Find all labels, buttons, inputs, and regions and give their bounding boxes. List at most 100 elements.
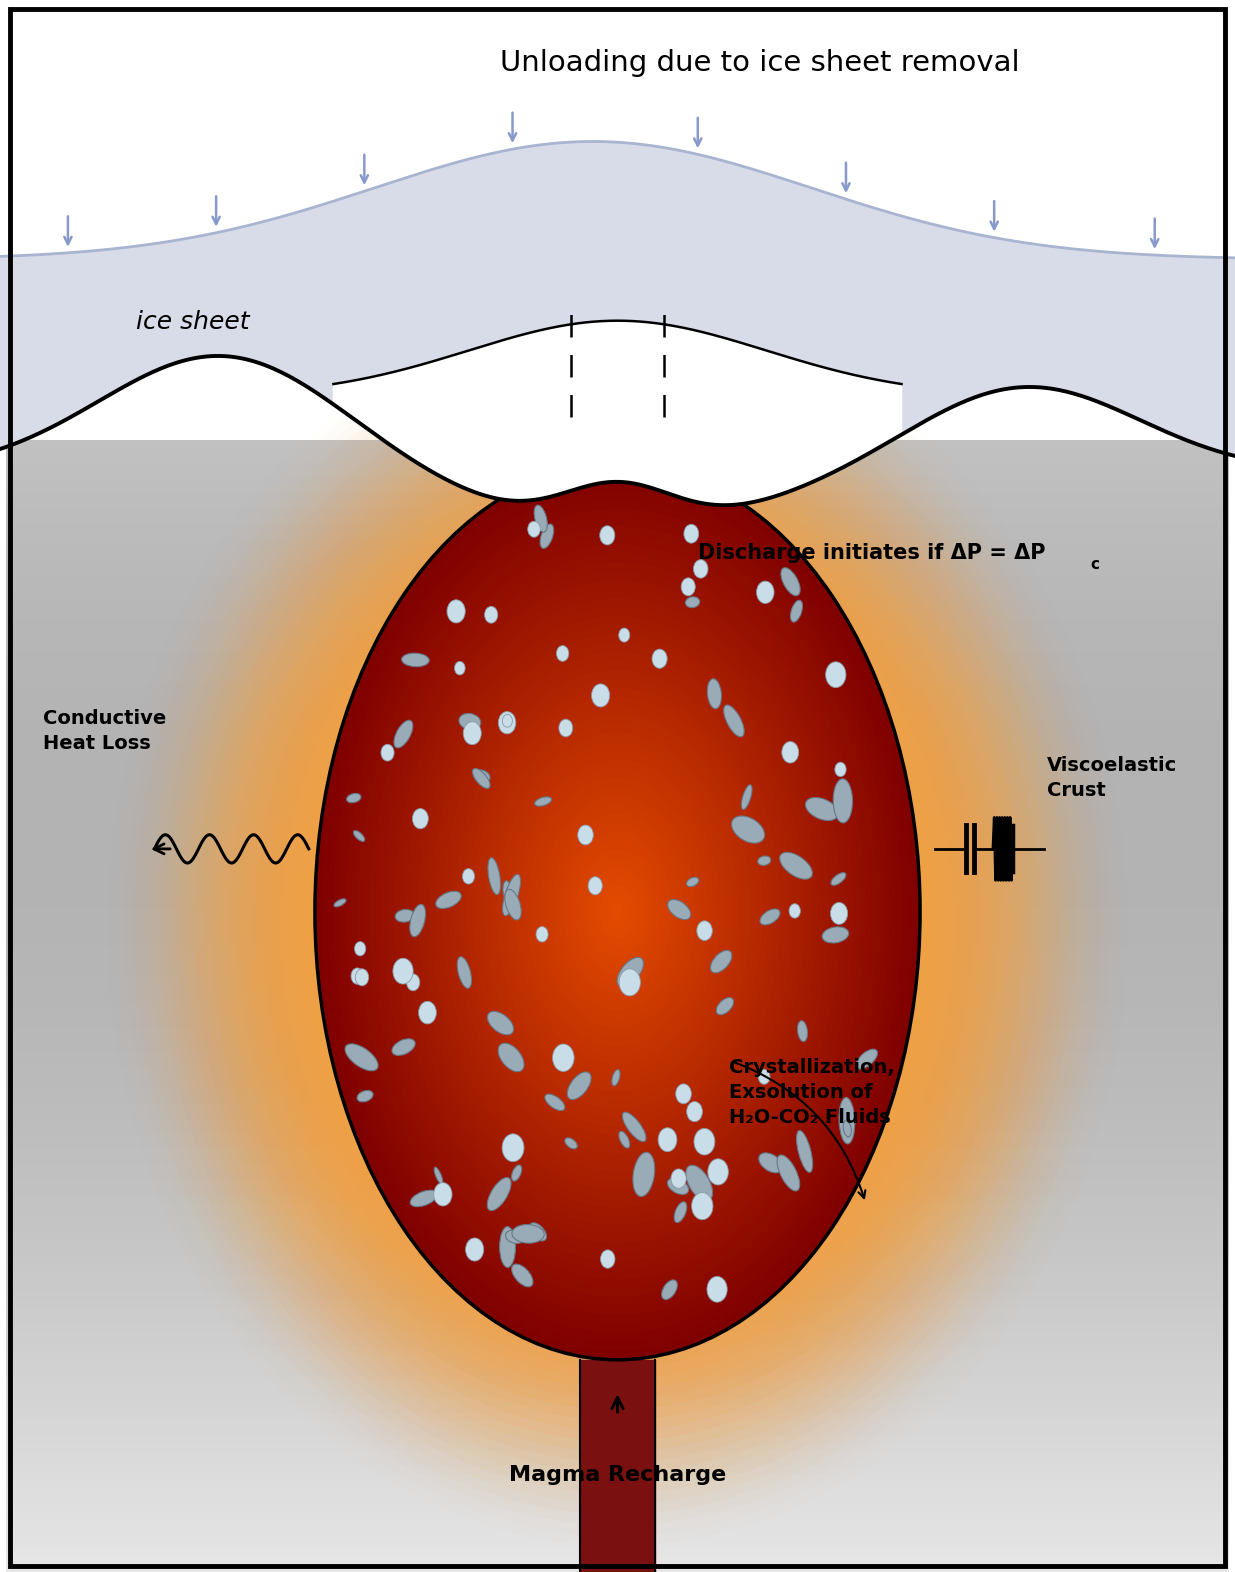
Ellipse shape (357, 527, 878, 1297)
Ellipse shape (410, 904, 426, 937)
Ellipse shape (529, 1223, 547, 1240)
Ellipse shape (246, 476, 989, 1379)
Ellipse shape (394, 580, 841, 1243)
Circle shape (789, 904, 800, 918)
Ellipse shape (566, 865, 669, 990)
Ellipse shape (194, 413, 1041, 1442)
Ellipse shape (151, 362, 1084, 1493)
Ellipse shape (211, 435, 1024, 1420)
Circle shape (393, 959, 414, 984)
Ellipse shape (298, 539, 937, 1316)
Ellipse shape (405, 597, 830, 1226)
Ellipse shape (254, 487, 981, 1368)
Ellipse shape (503, 742, 732, 1082)
Ellipse shape (708, 679, 721, 709)
Ellipse shape (473, 770, 490, 783)
Ellipse shape (401, 665, 834, 1190)
Ellipse shape (410, 676, 825, 1179)
Ellipse shape (511, 1264, 534, 1287)
Ellipse shape (453, 728, 782, 1127)
Ellipse shape (513, 1225, 545, 1243)
Ellipse shape (306, 550, 929, 1305)
Ellipse shape (484, 715, 751, 1108)
Ellipse shape (611, 1069, 620, 1086)
Ellipse shape (417, 616, 818, 1207)
Ellipse shape (427, 696, 808, 1159)
Ellipse shape (280, 519, 955, 1336)
Ellipse shape (505, 890, 521, 920)
Ellipse shape (710, 951, 732, 973)
Circle shape (697, 921, 713, 940)
Ellipse shape (622, 1111, 646, 1141)
Ellipse shape (384, 645, 851, 1210)
Circle shape (592, 684, 610, 707)
Circle shape (692, 1193, 713, 1220)
Ellipse shape (557, 854, 678, 1001)
Circle shape (412, 808, 429, 828)
Ellipse shape (488, 770, 747, 1085)
Ellipse shape (457, 957, 472, 989)
Ellipse shape (618, 957, 643, 987)
Ellipse shape (599, 885, 636, 938)
Text: ice sheet: ice sheet (136, 310, 249, 335)
Ellipse shape (505, 1229, 525, 1243)
Ellipse shape (798, 1020, 808, 1042)
Circle shape (536, 926, 548, 942)
Ellipse shape (564, 1138, 577, 1149)
Circle shape (499, 712, 516, 734)
Circle shape (708, 1159, 729, 1185)
Ellipse shape (674, 1201, 687, 1223)
Circle shape (671, 1170, 687, 1188)
Ellipse shape (395, 910, 415, 923)
Ellipse shape (514, 802, 721, 1053)
Ellipse shape (687, 877, 699, 887)
Circle shape (830, 902, 847, 924)
Circle shape (585, 421, 603, 443)
Ellipse shape (289, 530, 946, 1325)
Ellipse shape (834, 778, 852, 822)
Ellipse shape (498, 1044, 524, 1072)
Ellipse shape (535, 505, 547, 531)
Ellipse shape (758, 1152, 783, 1173)
Ellipse shape (351, 517, 884, 1306)
Ellipse shape (410, 1190, 437, 1207)
Circle shape (462, 869, 474, 883)
Ellipse shape (781, 567, 800, 596)
Circle shape (433, 1182, 452, 1206)
Circle shape (652, 649, 667, 668)
Ellipse shape (790, 601, 803, 623)
Ellipse shape (731, 816, 764, 843)
Ellipse shape (488, 858, 500, 894)
Circle shape (588, 877, 603, 894)
Circle shape (454, 662, 466, 674)
Ellipse shape (567, 1072, 592, 1099)
Circle shape (782, 742, 799, 762)
Ellipse shape (327, 481, 908, 1342)
Circle shape (600, 525, 615, 545)
Ellipse shape (741, 784, 752, 810)
Polygon shape (0, 141, 1235, 505)
Ellipse shape (685, 1165, 713, 1201)
Circle shape (578, 825, 593, 844)
Circle shape (447, 601, 466, 623)
Ellipse shape (345, 1044, 378, 1071)
Text: Viscoelastic
Crust: Viscoelastic Crust (1047, 756, 1177, 800)
Circle shape (356, 968, 369, 986)
Ellipse shape (557, 822, 678, 1001)
Circle shape (503, 1133, 524, 1162)
Circle shape (527, 522, 540, 538)
Ellipse shape (382, 563, 853, 1261)
Ellipse shape (579, 443, 594, 468)
Circle shape (640, 451, 657, 473)
Ellipse shape (526, 777, 709, 1047)
Ellipse shape (856, 1049, 877, 1069)
Ellipse shape (263, 498, 972, 1357)
Ellipse shape (777, 1155, 800, 1192)
Ellipse shape (587, 866, 647, 956)
Circle shape (676, 1083, 692, 1104)
Ellipse shape (471, 750, 764, 1105)
Text: Crystallization,
Exsolution of
H₂O-CO₂ Fluids: Crystallization, Exsolution of H₂O-CO₂ F… (729, 1058, 894, 1127)
Text: Conductive
Heat Loss: Conductive Heat Loss (43, 709, 167, 753)
Ellipse shape (159, 373, 1076, 1482)
Ellipse shape (347, 794, 361, 803)
